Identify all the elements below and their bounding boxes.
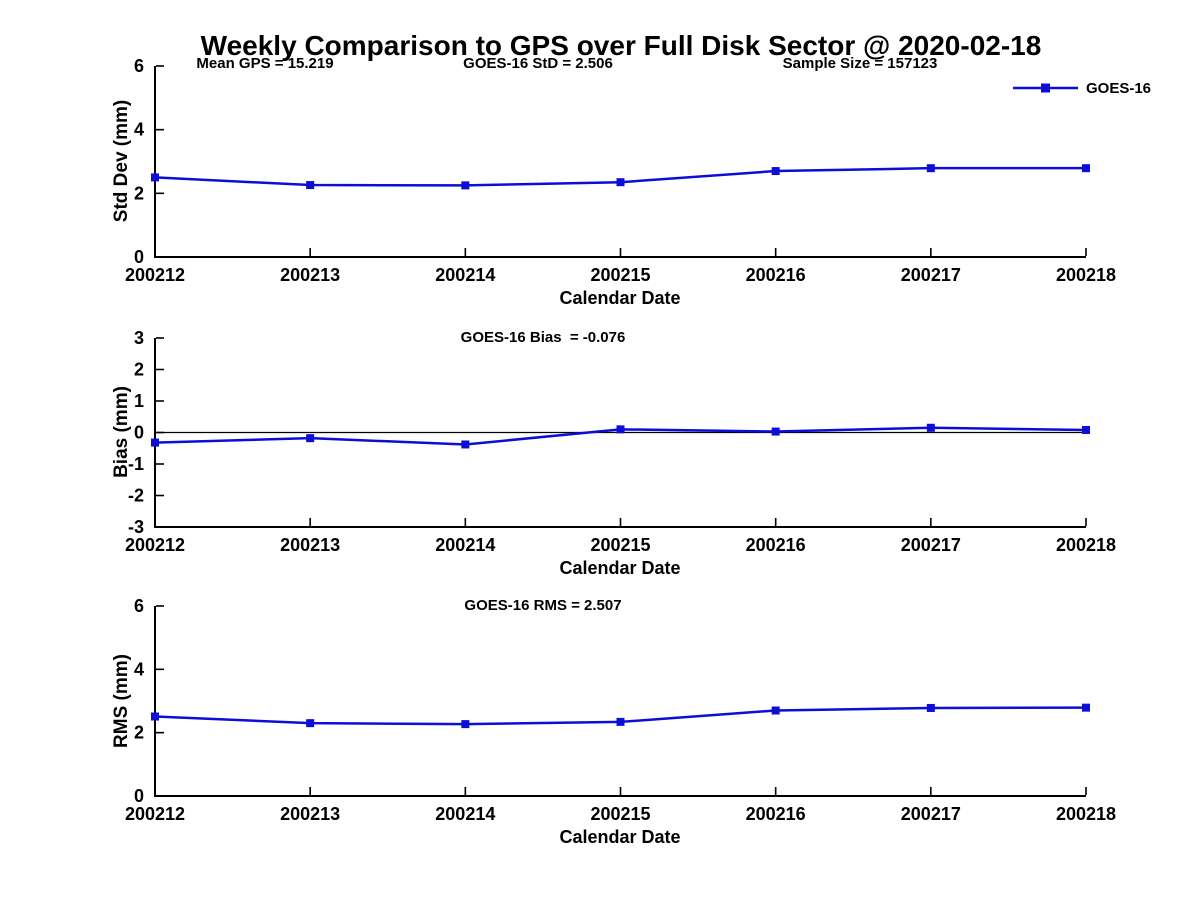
y-tick-label: -2 [128,486,144,506]
data-point-marker [151,712,159,721]
y-tick-label: 0 [134,247,144,267]
data-point-marker [1082,164,1090,173]
y-tick-label: -3 [128,517,144,537]
y-tick-label: 2 [134,723,144,743]
axis-spine [154,606,1086,797]
y-tick-label: 0 [134,786,144,806]
x-axis-label-1: Calendar Date [559,288,681,308]
subplot-2: 200212 200213 200214 200215 200216 200217 2002… [125,328,1116,555]
x-tick-label: 200215 [590,804,650,824]
x-tick-label: 200212 [125,265,185,285]
x-tick-label: 200217 [901,804,961,824]
data-point-marker [616,425,625,434]
legend-marker-sample [1041,83,1050,93]
data-point-marker [926,703,935,712]
axis-spine [154,66,1086,258]
x-tick-label: 200218 [1056,535,1116,555]
x-tick-label: 200214 [435,535,495,555]
data-point-marker [771,706,780,715]
y-tick-label: -1 [128,454,144,474]
data-point-marker [306,181,315,190]
subplot-1: 200212 200213 200214 200215 200216 200217 2002… [125,56,1116,285]
data-point-marker [461,181,470,190]
data-point-marker [1082,703,1090,712]
y-tick-label: 2 [134,360,144,380]
data-point-marker [151,173,159,182]
stat-goes16-std: GOES-16 StD = 2.506 [463,55,613,72]
x-tick-label: 200214 [435,265,495,285]
data-point-marker [306,719,315,728]
x-tick-label: 200218 [1056,265,1116,285]
x-tick-label: 200213 [280,265,340,285]
data-point-marker [461,440,470,449]
data-point-marker [926,164,935,173]
annotation-bias: GOES-16 Bias = -0.076 [460,329,626,346]
data-point-marker [616,178,625,187]
y-tick-label: 6 [134,596,144,616]
annotation-rms: GOES-16 RMS = 2.507 [464,597,622,614]
legend-label: GOES-16 [1086,80,1152,97]
x-tick-label: 200212 [125,804,185,824]
data-point-marker [461,720,470,729]
x-axis-label-3: Calendar Date [559,827,681,847]
x-tick-label: 200216 [746,265,806,285]
x-tick-label: 200216 [746,804,806,824]
data-point-marker [306,434,315,443]
x-tick-label: 200215 [590,535,650,555]
y-tick-label: 6 [134,56,144,76]
x-tick-label: 200216 [746,535,806,555]
x-tick-label: 200217 [901,535,961,555]
x-tick-label: 200217 [901,265,961,285]
y-tick-label: 0 [134,423,144,443]
data-point-marker [926,423,935,432]
data-point-marker [1082,425,1090,434]
figure-title: Weekly Comparison to GPS over Full Disk … [200,30,1042,61]
y-tick-label: 4 [134,120,144,140]
stat-mean-gps: Mean GPS = 15.219 [196,55,334,72]
x-tick-label: 200218 [1056,804,1116,824]
data-point-marker [616,717,625,726]
axis-spine [154,338,1086,528]
data-point-marker [151,438,159,447]
x-axis-label-2: Calendar Date [559,558,681,578]
legend-key [1013,83,1078,93]
stat-sample-size: Sample Size = 157123 [782,55,938,72]
data-point-marker [771,427,780,436]
x-tick-label: 200213 [280,804,340,824]
y-tick-label: 3 [134,328,144,348]
x-tick-label: 200213 [280,535,340,555]
x-tick-label: 200215 [590,265,650,285]
data-point-marker [771,167,780,176]
subplot-3: 200212 200213 200214 200215 200216 200217 2002… [125,596,1116,824]
y-tick-label: 2 [134,183,144,203]
y-tick-label: 1 [134,391,144,411]
y-tick-label: 4 [134,659,144,679]
x-tick-label: 200212 [125,535,185,555]
x-tick-label: 200214 [435,804,495,824]
